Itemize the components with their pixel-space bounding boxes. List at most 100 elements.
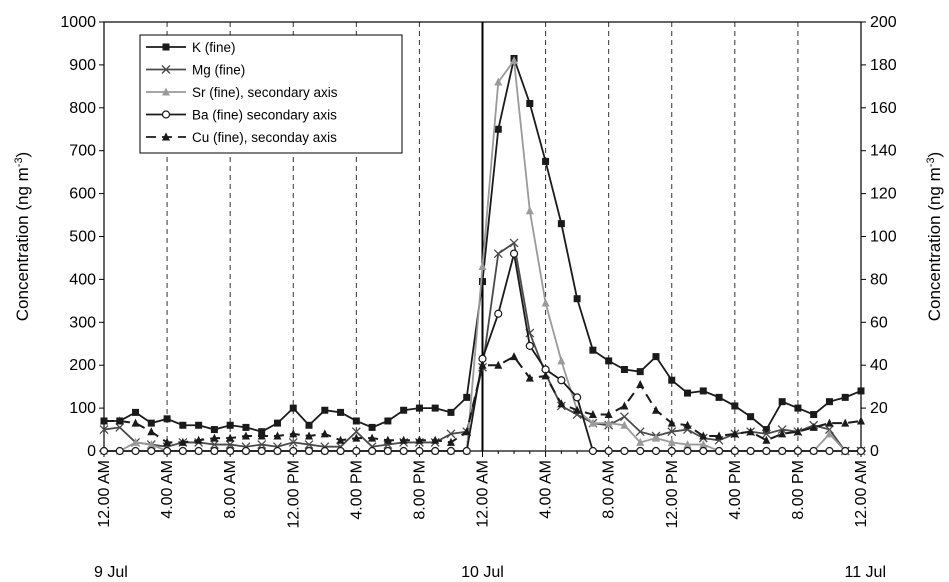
data-point — [526, 100, 534, 108]
y-left-axis-title: Concentration (ng m-3) — [13, 152, 32, 321]
data-point — [194, 446, 203, 456]
data-point — [636, 380, 645, 389]
data-point — [699, 440, 708, 449]
data-point — [494, 309, 503, 318]
data-point — [493, 249, 503, 259]
data-point — [415, 446, 424, 456]
data-point — [856, 446, 866, 456]
data-point — [257, 446, 266, 456]
data-point — [699, 387, 707, 395]
data-point — [825, 398, 833, 406]
data-point — [257, 431, 266, 440]
data-point — [273, 446, 282, 456]
data-point — [684, 389, 692, 397]
data-point — [651, 433, 660, 442]
data-point — [226, 446, 235, 456]
legend-swatch-marker — [162, 132, 170, 141]
x-tick-label: 12.00 AM — [96, 460, 113, 528]
data-point — [762, 435, 771, 444]
data-point — [368, 433, 377, 442]
data-point — [620, 365, 628, 373]
data-point — [825, 418, 834, 427]
data-point — [288, 437, 298, 447]
data-point — [195, 421, 203, 429]
data-point — [336, 435, 345, 444]
data-point — [699, 446, 708, 456]
legend-swatch-marker — [162, 87, 170, 96]
data-point — [573, 295, 581, 303]
data-point — [320, 446, 329, 456]
data-point — [619, 412, 629, 422]
data-point — [730, 429, 739, 438]
legend: K (fine) Mg (fine) Sr (fine), secondary ax… — [139, 34, 403, 154]
y-left-tick-label: 300 — [69, 314, 96, 331]
data-point — [289, 446, 298, 456]
data-point — [147, 427, 156, 436]
data-point — [509, 238, 519, 248]
data-point — [352, 446, 361, 456]
data-point — [541, 371, 550, 380]
data-point — [115, 446, 124, 456]
axes — [99, 21, 866, 457]
data-point — [557, 399, 566, 408]
series-4 — [100, 352, 865, 446]
legend-label: Cu (fine), seconday axis — [192, 130, 337, 145]
data-point — [573, 405, 582, 414]
x-tick-label: 8.00 AM — [222, 460, 239, 519]
y-left-tick-label: 100 — [69, 400, 96, 417]
data-point — [209, 440, 219, 450]
data-point — [604, 410, 613, 419]
data-point — [115, 416, 124, 425]
data-point — [241, 431, 250, 440]
data-point — [810, 411, 818, 419]
data-point — [841, 446, 850, 456]
data-point — [589, 346, 597, 354]
y-right-tick-label: 40 — [870, 357, 888, 374]
data-point — [415, 435, 424, 444]
y-left-tick-label: 200 — [69, 357, 96, 374]
data-point — [226, 421, 234, 429]
data-point — [226, 433, 235, 442]
y-right-tick-label: 160 — [870, 100, 897, 117]
data-point — [289, 429, 298, 438]
data-point — [478, 262, 487, 271]
data-point — [588, 410, 597, 419]
data-point — [778, 429, 787, 438]
data-point — [557, 356, 566, 365]
y-left-tick-label: 500 — [69, 229, 96, 246]
data-point — [225, 440, 235, 450]
data-point — [525, 373, 534, 382]
data-point — [462, 427, 471, 436]
data-point — [194, 435, 203, 444]
data-point — [447, 408, 455, 416]
legend-label: Sr (fine), secondary axis — [192, 85, 338, 100]
data-point — [399, 435, 408, 444]
y-left-tick-label: 600 — [69, 186, 96, 203]
x-tick-label: 8.00 PM — [790, 460, 807, 520]
data-point — [131, 418, 140, 427]
data-point — [131, 437, 140, 446]
date-label: 11 Jul — [844, 564, 886, 581]
x-tick-label: 12.00 PM — [664, 460, 681, 528]
y-right-tick-label: 20 — [870, 400, 888, 417]
data-point — [636, 446, 645, 456]
data-point — [305, 431, 314, 440]
data-point — [604, 446, 613, 456]
data-point — [714, 446, 724, 456]
data-point — [825, 429, 834, 438]
data-point — [715, 393, 723, 401]
data-point — [667, 446, 676, 456]
data-point — [747, 413, 755, 421]
legend-box — [139, 34, 403, 154]
data-point — [573, 393, 582, 402]
data-point — [588, 446, 597, 456]
data-point — [131, 446, 140, 456]
data-point — [715, 431, 724, 440]
data-point — [400, 406, 408, 414]
data-point — [132, 408, 140, 416]
data-point — [257, 440, 267, 450]
x-tick-label: 12.00 AM — [475, 460, 492, 528]
data-point — [841, 393, 849, 401]
data-point — [415, 404, 423, 412]
